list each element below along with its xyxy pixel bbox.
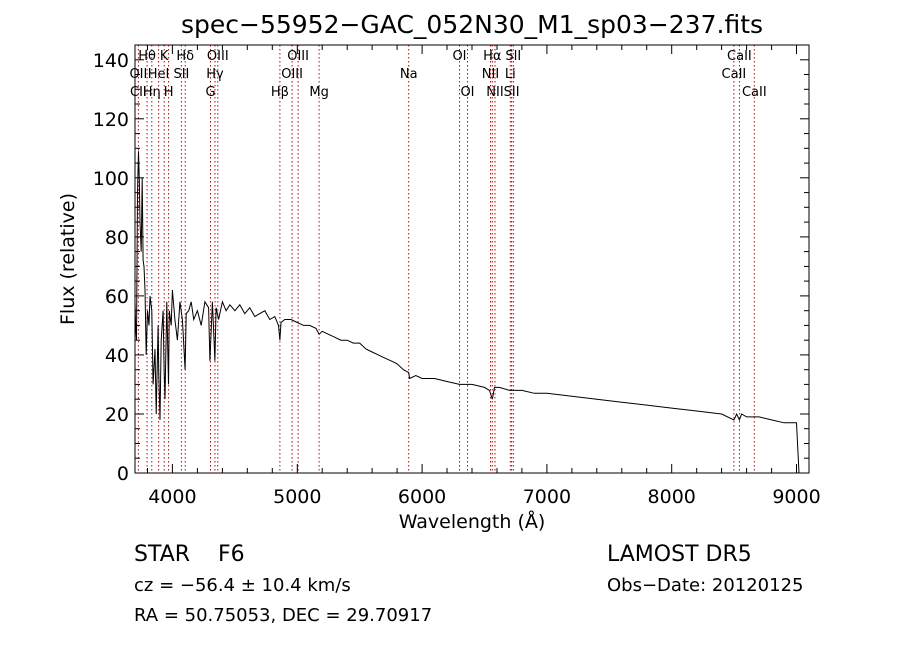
line-label-20: H [164,85,174,100]
chart-title: spec−55952−GAC_052N30_M1_sp03−237.fits [181,10,763,39]
spectral-line-markers [137,45,755,473]
line-label-1: K [160,49,169,64]
line-label-24: OI [460,85,474,100]
y-tick-label: 120 [93,109,129,131]
y-tick-label: 0 [117,463,129,485]
line-label-4: OIII [287,49,309,64]
x-tick-label: 4000 [148,486,196,508]
x-tick-label: 6000 [398,486,446,508]
redshift-velocity: cz = −56.4 ± 10.4 km/s [134,575,351,596]
line-label-18: CII [130,85,147,100]
line-label-22: Hβ [271,85,289,100]
line-label-25: NII [486,85,503,100]
y-tick-label: 60 [105,286,129,308]
y-tick-label: 80 [105,227,129,249]
line-label-16: Li [505,67,516,82]
line-label-2: Hδ [176,49,194,64]
line-label-17: CaII [722,67,747,82]
object-subclass: F6 [218,542,245,567]
object-class: STAR [134,542,190,567]
line-label-11: SII [173,67,189,82]
line-label-10: HeI [148,67,170,82]
line-label-14: Na [400,67,418,82]
line-label-8: CaII [727,49,752,64]
observation-date: Obs−Date: 20120125 [607,575,803,596]
line-label-3: OIII [207,49,229,64]
coordinates: RA = 50.75053, DEC = 29.70917 [134,605,432,626]
survey-name: LAMOST DR5 [607,542,752,567]
y-tick-label: 20 [105,404,129,426]
x-tick-label: 5000 [273,486,321,508]
y-axis-ticks: 0 20 40 60 80 100 120 140 [93,50,809,485]
line-label-27: CaII [742,85,767,100]
x-tick-label: 9000 [772,486,820,508]
spectrum-line [134,151,800,474]
line-label-7: SII [505,49,521,64]
line-label-12: Hγ [206,67,224,82]
x-tick-label: 7000 [523,486,571,508]
line-label-0: Hθ [138,49,156,64]
plot-frame [134,44,810,474]
line-label-26: SII [504,85,520,100]
line-label-6: Hα [483,49,501,64]
line-label-13: OIII [281,67,303,82]
y-tick-label: 140 [93,50,129,72]
y-tick-label: 100 [93,168,129,190]
y-tick-label: 40 [105,345,129,367]
line-label-15: NII [482,67,499,82]
x-axis-label: Wavelength (Å) [399,510,546,533]
line-label-23: Mg [309,85,328,100]
x-axis-ticks: 4000 5000 6000 7000 8000 9000 [147,45,821,508]
y-axis-label: Flux (relative) [57,193,79,325]
line-label-5: OI [452,49,466,64]
line-label-21: G [205,85,215,100]
x-tick-label: 8000 [648,486,696,508]
line-label-19: Hη [143,85,161,100]
